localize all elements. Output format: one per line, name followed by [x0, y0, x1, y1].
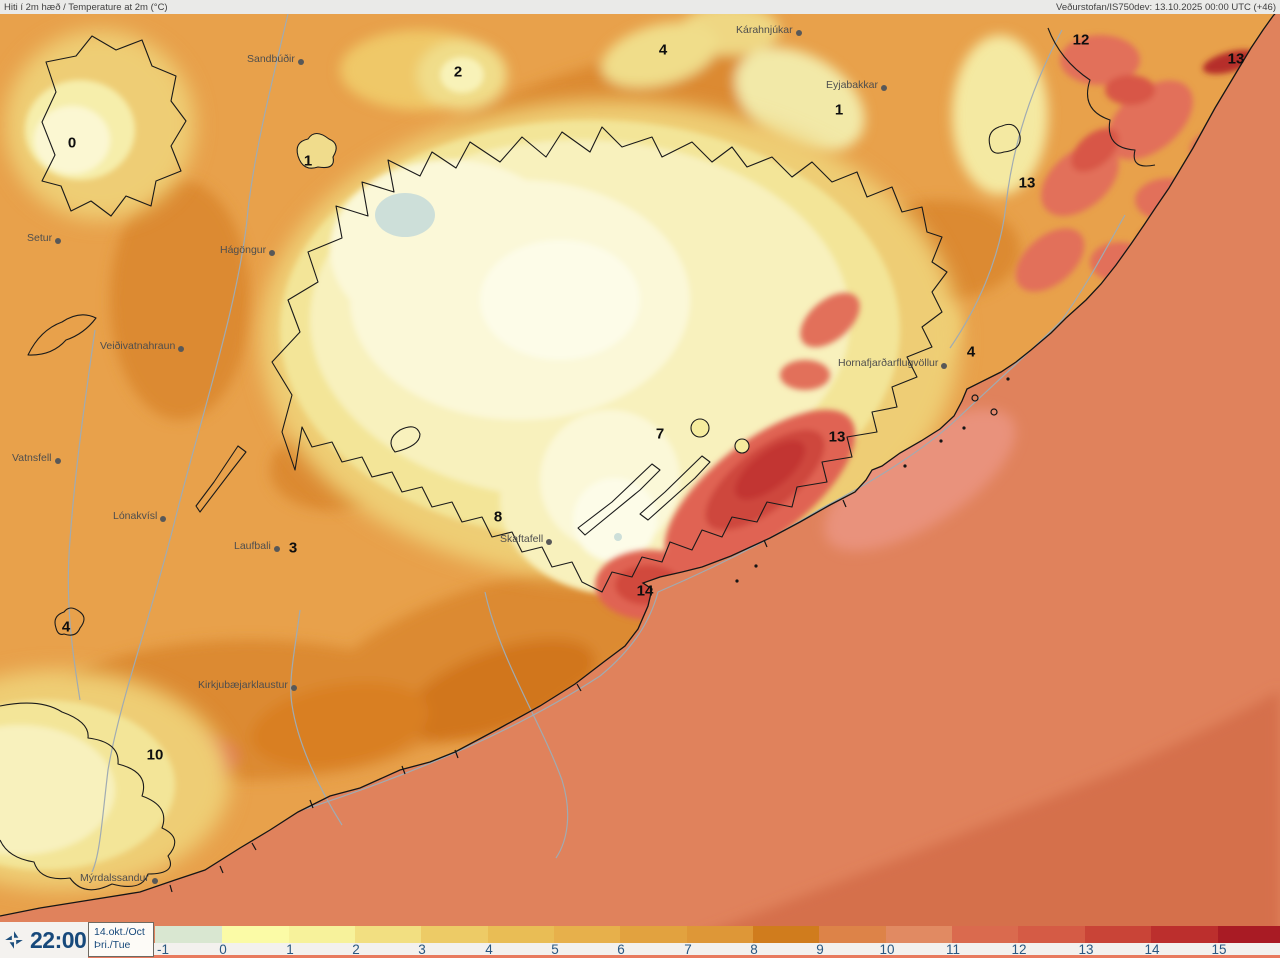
place-dot: [795, 30, 802, 36]
place-dot: [941, 363, 948, 369]
place-dot: [55, 238, 62, 244]
place-label: Kirkjubæjarklaustur: [198, 680, 297, 691]
time-step-control[interactable]: 22:00: [0, 922, 88, 958]
legend-tick-label: 9: [816, 942, 824, 957]
legend-swatch: [554, 926, 620, 943]
coastline: [0, 7, 1280, 917]
legend-tick-label: 0: [219, 942, 227, 957]
temp-label: 1: [303, 152, 313, 170]
legend-tick-label: 1: [286, 942, 294, 957]
temp-label: 1: [834, 101, 844, 119]
date-line-top: 14.okt./Oct: [94, 926, 145, 938]
place-dot: [151, 878, 158, 884]
legend-tick-row: [148, 943, 1280, 955]
temp-label: 13: [828, 428, 846, 446]
legend-tick-label: 13: [1078, 942, 1094, 957]
model-run-info: Veðurstofan/IS750dev: 13.10.2025 00:00 U…: [1056, 1, 1276, 13]
legend-swatch: [289, 926, 355, 943]
skerries: [735, 377, 1010, 583]
place-label: Eyjabakkar: [826, 80, 887, 91]
temp-label: 3: [288, 539, 298, 557]
legend-swatch: [886, 926, 952, 943]
legend-swatch: [1218, 926, 1280, 943]
place-label: Mýrdalssandur: [80, 873, 158, 884]
legend-swatch: [1085, 926, 1151, 943]
temp-label: 13: [1018, 174, 1036, 192]
temp-label: 4: [966, 343, 976, 361]
sea-shading: [640, 409, 1280, 958]
place-dot: [880, 85, 887, 91]
legend-swatch: [1018, 926, 1085, 943]
date-display: 14.okt./Oct Þri./Tue: [88, 922, 154, 957]
map-title: Hiti í 2m hæð / Temperature at 2m (°C): [4, 1, 168, 13]
place-label: Hornafjarðarflugvöllur: [838, 358, 948, 369]
legend-swatch: [355, 926, 421, 943]
temp-label: 14: [636, 582, 654, 600]
temp-label: 10: [146, 746, 164, 764]
temp-label: 13: [1227, 50, 1245, 68]
temp-label: 2: [453, 63, 463, 81]
glacier-outlines: [0, 27, 1156, 891]
place-label: Veiðivatnahraun: [100, 341, 185, 352]
legend-swatch: [620, 926, 687, 943]
pinwheel-icon[interactable]: [3, 929, 25, 951]
legend-tick-label: 12: [1011, 942, 1027, 957]
sea: [0, 8, 1280, 958]
place-label: Sandbúðir: [247, 54, 304, 65]
legend-swatch: [819, 926, 886, 943]
time-and-legend-bar: -1 0 1 2 3 4 5 6 7 8 9 10 11 12 13 14 15 22:00 14.okt./O…: [0, 922, 1280, 958]
temp-label: 7: [655, 425, 665, 443]
legend-swatch: [687, 926, 753, 943]
legend-swatch: [1151, 926, 1218, 943]
place-dot: [297, 59, 304, 65]
place-dot: [178, 346, 185, 352]
place-label: Vatnsfell: [12, 453, 61, 464]
place-dot: [273, 546, 280, 552]
place-label: Laufbali: [234, 541, 280, 552]
legend-swatch: [488, 926, 554, 943]
place-dot: [160, 516, 167, 522]
place-label: Skaftafell: [500, 534, 553, 545]
legend-tick-label: 14: [1144, 942, 1160, 957]
place-dot: [290, 685, 297, 691]
legend-swatch: [753, 926, 819, 943]
legend-tick-label: 11: [945, 942, 961, 957]
legend-swatch: [421, 926, 488, 943]
temp-label: 8: [493, 508, 503, 526]
legend-tick-label: 3: [418, 942, 426, 957]
legend-tick-label: 5: [551, 942, 559, 957]
legend-tick-label: 2: [352, 942, 360, 957]
time-display[interactable]: 22:00: [30, 926, 87, 953]
place-dot: [546, 539, 553, 545]
glacier-lakes: [375, 193, 622, 541]
temp-label: 12: [1072, 31, 1090, 49]
bottom-strip: [0, 955, 1280, 958]
place-label: Kárahnjúkar: [736, 25, 802, 36]
legend-tick-label: -1: [156, 942, 170, 957]
legend-tick-label: 4: [485, 942, 493, 957]
legend-swatch: [952, 926, 1018, 943]
header-bar: Hiti í 2m hæð / Temperature at 2m (°C) V…: [0, 0, 1280, 14]
temp-label: 4: [61, 618, 71, 636]
date-line-bottom: Þri./Tue: [94, 939, 131, 951]
place-label: Lónakvísl: [113, 511, 167, 522]
place-label: Setur: [27, 233, 62, 244]
temp-label: 0: [67, 134, 77, 152]
legend-tick-label: 8: [750, 942, 758, 957]
place-dot: [269, 250, 276, 256]
legend-tick-label: 15: [1211, 942, 1227, 957]
place-label: Hágöngur: [220, 245, 276, 256]
temp-label: 4: [658, 41, 668, 59]
legend-tick-label: 6: [617, 942, 625, 957]
legend-tick-label: 10: [879, 942, 895, 957]
legend-tick-label: 7: [684, 942, 692, 957]
legend-swatch: [155, 926, 222, 943]
place-dot: [54, 458, 61, 464]
legend-swatch: [222, 926, 289, 943]
coast-details: [169, 394, 998, 893]
